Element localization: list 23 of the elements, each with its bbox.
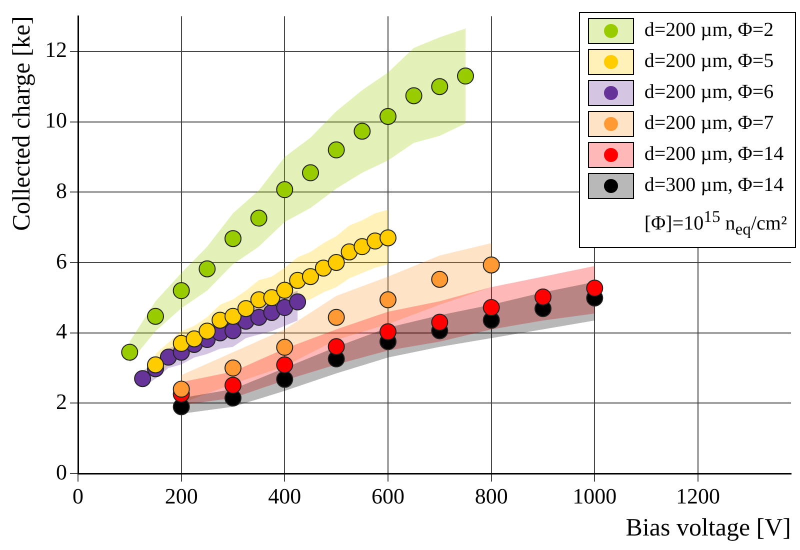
y-axis-title: Collected charge [ke]	[8, 16, 36, 231]
x-tick-label: 1200	[676, 484, 720, 509]
legend-label: d=200 µm, Φ=7	[644, 111, 774, 136]
legend-label: d=200 µm, Φ=6	[644, 80, 774, 105]
x-tick-label: 0	[72, 484, 84, 509]
y-tick-label: 8	[56, 178, 67, 203]
y-tick-label: 0	[56, 459, 67, 484]
y-tick-label: 6	[56, 248, 67, 274]
y-tick-label: 2	[56, 389, 67, 414]
y-tick-label: 12	[45, 37, 67, 62]
y-tick-label: 4	[56, 318, 67, 344]
x-tick-label: 200	[164, 484, 198, 509]
legend-label: d=200 µm, Φ=14	[644, 142, 784, 167]
x-tick-label: 600	[372, 484, 404, 509]
x-tick-label: 400	[268, 484, 302, 509]
annotation: [Φ]=10$^{15}$ n$_{eq}$/cm²	[643, 206, 787, 241]
x-tick-label: 1000	[572, 484, 617, 509]
x-tick-label: 800	[474, 484, 508, 509]
y-tick-label: 10	[45, 108, 67, 133]
legend-label: d=300 µm, Φ=14	[644, 173, 784, 198]
legend-label: d=200 µm, Φ=5	[644, 49, 774, 74]
legend-label: d=200 µm, Φ=2	[644, 18, 774, 43]
x-axis-title: Bias voltage [V]	[626, 514, 791, 542]
